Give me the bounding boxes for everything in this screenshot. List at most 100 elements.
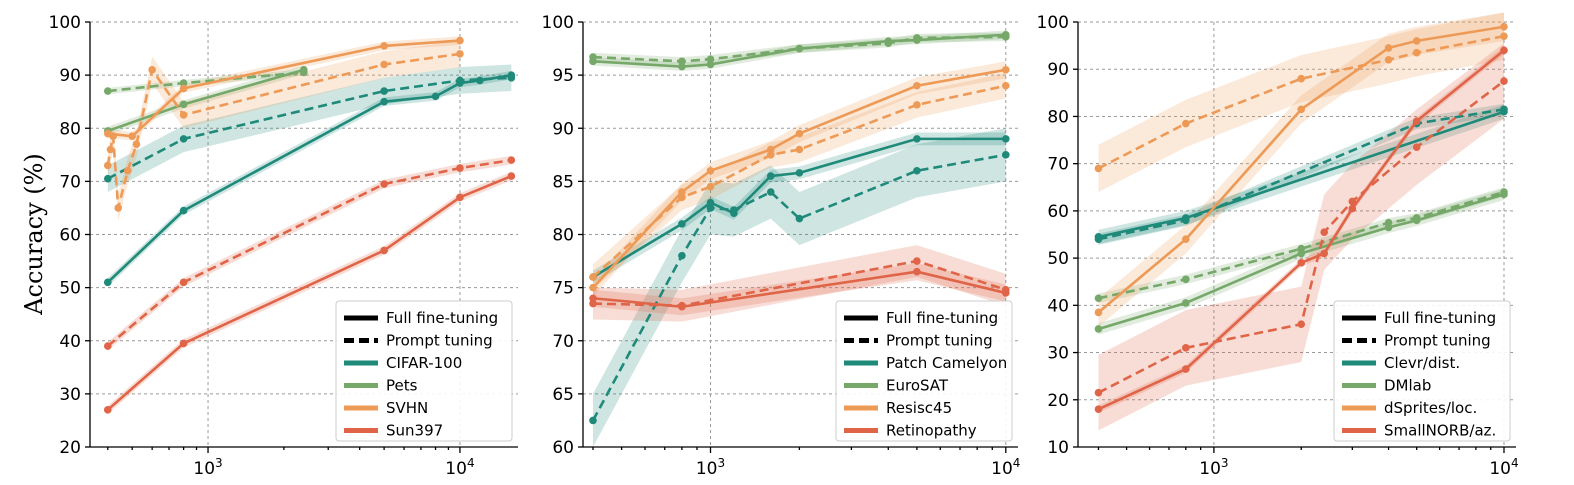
series-line-dsprites-loc-full (1097, 25, 1505, 314)
legend-label-svhn: SVHN (386, 399, 428, 417)
axes: 20 30 40 50 60 70 80 90 100 103 104 (49, 13, 518, 479)
data-point-resisc45-prompt (589, 273, 597, 281)
data-point-clevr-dist-prompt (1094, 235, 1103, 244)
data-point-clevr-dist-prompt (1181, 216, 1190, 225)
legend-label-dsprites-loc: dSprites/loc. (1384, 399, 1477, 417)
legend: Full fine-tuning Prompt tuning Patch Camel… (835, 300, 1013, 442)
data-point-cifar-100-prompt (507, 73, 516, 82)
data-point-cifar-100-full (103, 278, 112, 287)
data-point-resisc45-prompt (706, 182, 715, 191)
legend-label-prompt-tuning: Prompt tuning (386, 332, 493, 350)
data-point-smallnorb-az-prompt (1500, 77, 1508, 85)
y-tick-label: 90 (59, 66, 81, 86)
series-line-patch-camelyon-prompt (591, 153, 1007, 422)
data-point-eurosat-full (706, 60, 715, 69)
legend-label-full-fine-tuning: Full fine-tuning (386, 309, 498, 327)
data-point-patch-camelyon-full (706, 198, 715, 207)
chart-panel-2: 60 65 70 75 80 85 90 95 100 103 104 Full fine-tunin… (542, 13, 1021, 479)
data-point-svhn-prompt (132, 140, 141, 148)
y-tick-label: 100 (49, 13, 81, 33)
data-point-eurosat-full (678, 62, 686, 71)
y-tick-label: 80 (1047, 107, 1069, 127)
band-cifar-100-prompt (107, 64, 512, 192)
y-tick-label: 20 (59, 438, 81, 458)
legend-label-prompt-tuning: Prompt tuning (886, 332, 993, 350)
data-point-sun397-prompt (179, 278, 188, 287)
x-tick-label: 103 (1199, 456, 1228, 479)
data-point-dsprites-loc-full (1500, 22, 1508, 31)
data-point-dmlab-prompt (1181, 275, 1190, 284)
data-point-resisc45-full (678, 188, 686, 196)
data-point-cifar-100-full (380, 97, 388, 106)
data-point-cifar-100-prompt (380, 87, 388, 95)
data-point-resisc45-full (913, 81, 921, 90)
data-point-dmlab-prompt (1412, 214, 1421, 222)
y-tick-label: 50 (59, 279, 81, 299)
data-point-cifar-100-full (179, 206, 188, 215)
band-patch-camelyon-prompt (592, 128, 1006, 447)
data-point-eurosat-prompt (706, 55, 715, 63)
data-point-resisc45-full (1001, 66, 1010, 74)
band-dsprites-loc-full (1098, 12, 1504, 327)
data-point-eurosat-prompt (795, 44, 804, 53)
data-point-clevr-dist-prompt (1500, 105, 1508, 114)
data-point-patch-camelyon-full (913, 135, 921, 143)
y-tick-label: 60 (552, 438, 574, 458)
data-point-dmlab-prompt (1297, 244, 1306, 253)
data-point-patch-camelyon-prompt (795, 214, 804, 223)
chart-panel-3: 10 20 30 40 50 60 70 80 90 100 103 104 Full fine-tun… (1037, 12, 1519, 479)
data-point-svhn-prompt (106, 145, 115, 154)
data-point-svhn-full (179, 84, 188, 93)
data-point-smallnorb-az-prompt (1348, 197, 1357, 206)
legend-label-cifar-100: CIFAR-100 (386, 354, 462, 372)
data-point-dmlab-full (1181, 299, 1190, 307)
data-point-patch-camelyon-full (678, 220, 686, 228)
y-tick-label: 80 (552, 226, 574, 246)
y-tick-label: 40 (1047, 296, 1069, 316)
data-point-svhn-full (456, 36, 464, 45)
y-tick-label: 60 (1047, 202, 1069, 222)
data-point-cifar-100-prompt (456, 76, 464, 85)
legend: Full fine-tuning Prompt tuning CIFAR-100 Pe… (335, 300, 513, 442)
data-point-resisc45-prompt (766, 151, 775, 159)
y-tick-label: 70 (1047, 155, 1069, 175)
y-tick-label: 20 (1047, 391, 1069, 411)
data-point-resisc45-full (589, 283, 597, 292)
data-point-dsprites-loc-full (1094, 308, 1103, 317)
legend-label-smallnorb-az: SmallNORB/az. (1384, 422, 1496, 440)
data-point-cifar-100-prompt (103, 174, 112, 183)
band-clevr-dist-prompt (1098, 103, 1504, 245)
data-point-resisc45-full (795, 129, 804, 138)
data-point-smallnorb-az-full (1094, 405, 1103, 414)
data-point-smallnorb-az-full (1320, 249, 1329, 258)
y-tick-label: 50 (1047, 249, 1069, 269)
data-point-dmlab-prompt (1500, 188, 1508, 196)
data-point-eurosat-prompt (589, 53, 597, 61)
data-point-svhn-prompt (103, 161, 112, 170)
y-tick-label: 70 (552, 332, 574, 352)
data-point-svhn-prompt (109, 132, 117, 141)
series-line-clevr-dist-prompt (1098, 108, 1505, 241)
y-tick-label: 40 (59, 332, 81, 352)
data-point-svhn-prompt (114, 204, 123, 212)
data-point-pets-prompt (179, 79, 188, 87)
data-point-eurosat-prompt (913, 34, 921, 42)
data-point-svhn-prompt (380, 60, 388, 69)
band-svhn-full (107, 36, 460, 141)
data-point-sun397-prompt (380, 180, 388, 188)
x-tick-label: 104 (445, 456, 474, 479)
data-point-dsprites-loc-prompt (1297, 74, 1306, 83)
data-point-sun397-prompt (507, 156, 516, 164)
series-line-cifar-100-prompt (107, 76, 512, 180)
y-tick-label: 90 (1047, 60, 1069, 80)
legend-box (335, 300, 513, 442)
axes: 10 20 30 40 50 60 70 80 90 100 103 104 (1037, 13, 1519, 479)
series-line-dsprites-loc-prompt (1097, 34, 1505, 170)
data-point-svhn-prompt (456, 50, 464, 58)
data-point-retinopathy-full (913, 267, 921, 276)
data-point-retinopathy-prompt (589, 299, 597, 308)
data-point-sun397-prompt (456, 164, 464, 172)
data-point-retinopathy-full (589, 294, 597, 303)
data-point-cifar-100-full (431, 92, 440, 101)
data-point-retinopathy-prompt (1001, 285, 1010, 294)
